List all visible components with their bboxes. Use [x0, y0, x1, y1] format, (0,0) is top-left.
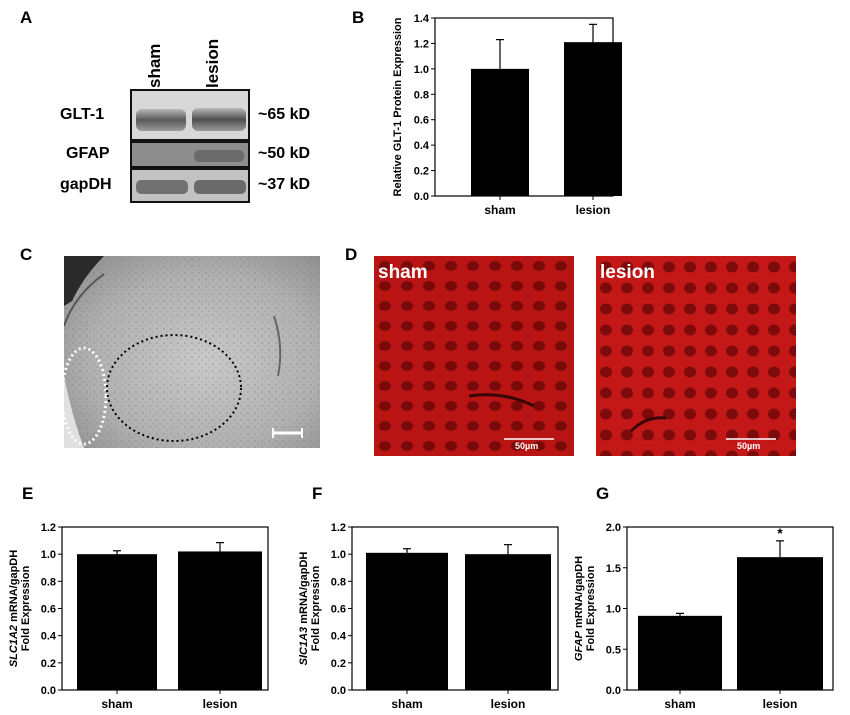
lane-label-sham: sham — [145, 43, 164, 88]
band-name-glt1: GLT-1 — [60, 106, 105, 123]
dashed-region-outline — [64, 346, 108, 446]
chart-f: 0.0 0.2 0.4 0.6 0.8 1.0 1.2 sham lesion SlC1A3 mR… — [298, 522, 559, 711]
y-tick-label: 1.2 — [41, 522, 56, 534]
y-tick-label: 0.0 — [606, 685, 621, 697]
x-tick-label: sham — [484, 203, 515, 217]
panel-letter-a: A — [20, 8, 33, 27]
y-axis-label-2: Fold Expression — [20, 565, 32, 651]
panel-letter-c: C — [20, 245, 33, 264]
blot-band — [194, 180, 246, 194]
y-axis-label-rest: mRNA/gapDH — [298, 552, 310, 627]
band-size-gfap: ~50 kD — [258, 145, 311, 162]
y-tick-label: 0.4 — [331, 631, 347, 643]
y-tick-label: 0.8 — [414, 89, 429, 101]
y-tick-label: 0.6 — [414, 115, 429, 127]
blot-row-gfap — [130, 141, 250, 168]
y-axis-label-2: Fold Expression — [310, 565, 322, 651]
y-tick-label: 0.6 — [331, 604, 346, 616]
bar-lesion — [178, 551, 262, 690]
y-axis-label-2: Fold Expression — [585, 565, 597, 651]
y-axis-label-gene: GFAP — [575, 630, 585, 661]
scale-text-sham: 50µm — [515, 441, 539, 451]
y-tick-label: 1.0 — [41, 549, 56, 561]
image-label-sham: sham — [378, 262, 428, 283]
x-tick-label: lesion — [576, 203, 611, 217]
y-axis-label-gene: SLC1A2 — [8, 625, 20, 667]
panel-letter-g: G — [596, 484, 610, 503]
significance-marker: * — [777, 525, 783, 541]
x-tick-label: sham — [664, 697, 695, 711]
bar-lesion — [737, 557, 823, 690]
blot-row-gapdh — [130, 168, 250, 203]
panel-letter-d: D — [345, 245, 358, 264]
y-tick-label: 0.4 — [41, 631, 57, 643]
bar-sham — [638, 615, 722, 690]
image-label-lesion: lesion — [600, 262, 655, 283]
panel-letter-f: F — [312, 484, 323, 503]
y-tick-label: 0.6 — [41, 604, 56, 616]
y-tick-label: 0.8 — [331, 576, 346, 588]
panel-letter-e: E — [22, 484, 34, 503]
bar-sham — [471, 68, 529, 196]
y-tick-label: 0.2 — [41, 658, 56, 670]
y-tick-label: 0.2 — [331, 658, 346, 670]
band-size-gapdh: ~37 kD — [258, 176, 311, 193]
blot-band — [194, 150, 244, 162]
y-tick-label: 1.0 — [331, 549, 346, 561]
y-tick-label: 0.8 — [41, 576, 56, 588]
panel-letter-b: B — [352, 8, 365, 27]
y-tick-label: 0.0 — [414, 191, 429, 203]
bar-lesion — [564, 42, 622, 197]
y-axis-label: GFAP mRNA/gapDH — [575, 556, 585, 661]
y-tick-label: 0.0 — [331, 685, 346, 697]
blot-band — [192, 108, 246, 131]
blot-band — [136, 180, 188, 194]
y-axis-label-gene: SlC1A3 — [298, 627, 310, 666]
dashed-region-outline — [106, 334, 242, 442]
y-tick-label: 0.4 — [414, 140, 430, 152]
y-tick-label: 0.0 — [41, 685, 56, 697]
fluorescence-image-lesion — [596, 256, 796, 456]
y-axis-label-rest: mRNA/gapDH — [575, 556, 585, 631]
y-tick-label: 1.2 — [331, 522, 346, 534]
band-name-gapdh: gapDH — [60, 176, 112, 193]
y-tick-label: 1.2 — [414, 38, 429, 50]
y-tick-label: 1.5 — [606, 563, 621, 575]
y-tick-label: 1.0 — [414, 64, 429, 76]
y-tick-label: 0.5 — [606, 644, 621, 656]
y-tick-label: 0.2 — [414, 166, 429, 178]
blot-band — [136, 109, 186, 131]
chart-b: 0.0 0.2 0.4 0.6 0.8 1.0 1.2 1.4 sham lesion Relati… — [392, 13, 622, 217]
y-axis-label: Relative GLT-1 Protein Expression — [392, 17, 404, 196]
x-tick-label: lesion — [203, 697, 238, 711]
fluorescence-image-sham — [374, 256, 574, 456]
y-tick-label: 1.4 — [414, 13, 430, 25]
scale-text-lesion: 50µm — [737, 441, 761, 451]
chart-g: 0.0 0.5 1.0 1.5 2.0 sham lesion * GFAP mRNA/gapD… — [575, 522, 834, 711]
y-axis-label: SLC1A2 mRNA/gapDH — [8, 550, 20, 667]
x-tick-label: sham — [391, 697, 422, 711]
x-tick-label: lesion — [763, 697, 798, 711]
brightfield-micrograph — [64, 256, 320, 448]
bar-lesion — [465, 554, 551, 690]
blot-row-glt1 — [130, 89, 250, 141]
x-tick-label: sham — [101, 697, 132, 711]
lane-label-lesion: lesion — [203, 38, 222, 88]
x-tick-label: lesion — [491, 697, 526, 711]
band-name-gfap: GFAP — [66, 145, 110, 162]
y-axis-label: SlC1A3 mRNA/gapDH — [298, 552, 310, 666]
y-axis-label-rest: mRNA/gapDH — [8, 550, 20, 625]
bar-sham — [366, 552, 448, 690]
y-tick-label: 1.0 — [606, 604, 621, 616]
chart-e: 0.0 0.2 0.4 0.6 0.8 1.0 1.2 sham lesion SLC1A2 mR… — [8, 522, 269, 711]
band-size-glt1: ~65 kD — [258, 106, 311, 123]
bar-sham — [77, 554, 157, 690]
y-tick-label: 2.0 — [606, 522, 621, 534]
